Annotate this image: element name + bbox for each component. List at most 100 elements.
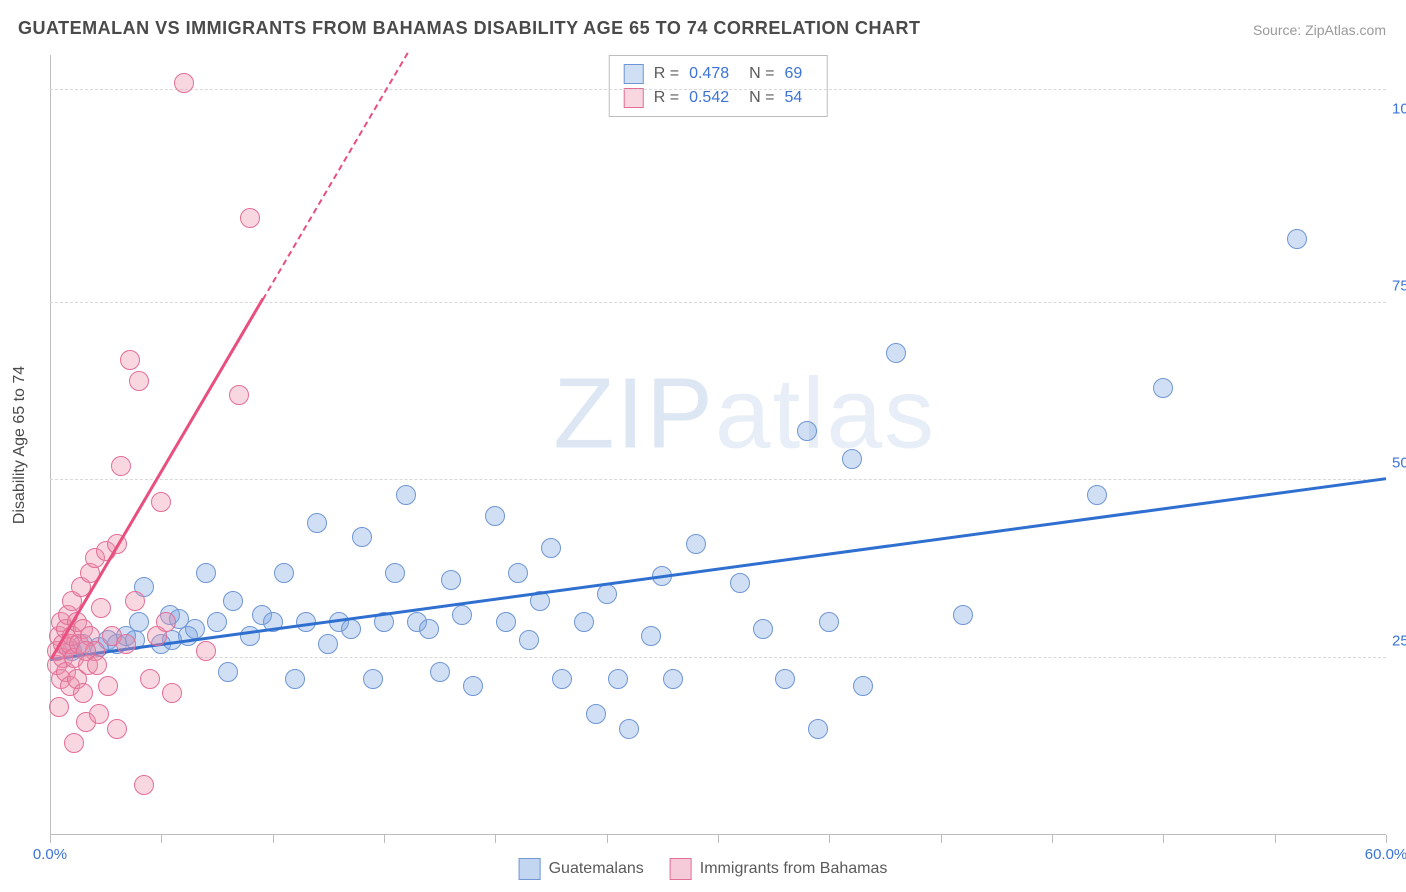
x-tick xyxy=(1386,835,1387,843)
data-point xyxy=(463,676,483,696)
data-point xyxy=(419,619,439,639)
data-point xyxy=(274,563,294,583)
data-point xyxy=(641,626,661,646)
legend-label: Guatemalans xyxy=(549,860,644,878)
x-tick xyxy=(50,835,51,843)
data-point xyxy=(229,385,249,405)
x-tick xyxy=(161,835,162,843)
data-point xyxy=(886,343,906,363)
data-point xyxy=(1287,229,1307,249)
y-axis-line xyxy=(50,55,51,835)
data-point xyxy=(686,534,706,554)
data-point xyxy=(240,208,260,228)
plot-area: Disability Age 65 to 74 ZIPatlas R =0.47… xyxy=(50,55,1386,835)
data-point xyxy=(430,662,450,682)
data-point xyxy=(363,669,383,689)
data-point xyxy=(552,669,572,689)
x-tick xyxy=(718,835,719,843)
data-point xyxy=(608,669,628,689)
data-point xyxy=(120,350,140,370)
data-point xyxy=(89,704,109,724)
data-point xyxy=(730,573,750,593)
data-point xyxy=(140,669,160,689)
data-point xyxy=(775,669,795,689)
stat-r-label: R = xyxy=(654,62,679,86)
legend-swatch xyxy=(670,858,692,880)
trend-line xyxy=(50,477,1386,661)
x-tick xyxy=(1052,835,1053,843)
data-point xyxy=(73,683,93,703)
y-axis-title: Disability Age 65 to 74 xyxy=(11,366,29,524)
x-tick xyxy=(607,835,608,843)
x-tick xyxy=(273,835,274,843)
data-point xyxy=(485,506,505,526)
watermark: ZIPatlas xyxy=(553,356,936,471)
chart-title: GUATEMALAN VS IMMIGRANTS FROM BAHAMAS DI… xyxy=(18,18,921,39)
data-point xyxy=(597,584,617,604)
x-tick-label: 0.0% xyxy=(33,846,67,863)
data-point xyxy=(519,630,539,650)
x-tick xyxy=(829,835,830,843)
gridline xyxy=(50,657,1386,658)
stats-legend-box: R =0.478N =69R =0.542N =54 xyxy=(609,55,828,117)
data-point xyxy=(174,73,194,93)
data-point xyxy=(452,605,472,625)
legend-item: Immigrants from Bahamas xyxy=(670,858,888,880)
legend-swatch xyxy=(624,88,644,108)
y-tick-label: 50.0% xyxy=(1392,455,1406,472)
data-point xyxy=(151,492,171,512)
stat-n-label: N = xyxy=(749,62,774,86)
data-point xyxy=(396,485,416,505)
data-point xyxy=(116,634,136,654)
x-tick xyxy=(941,835,942,843)
x-tick xyxy=(495,835,496,843)
data-point xyxy=(385,563,405,583)
data-point xyxy=(808,719,828,739)
gridline xyxy=(50,89,1386,90)
data-point xyxy=(1087,485,1107,505)
x-tick xyxy=(384,835,385,843)
data-point xyxy=(129,612,149,632)
data-point xyxy=(134,775,154,795)
data-point xyxy=(129,371,149,391)
data-point xyxy=(207,612,227,632)
data-point xyxy=(196,563,216,583)
data-point xyxy=(285,669,305,689)
legend-swatch xyxy=(624,64,644,84)
x-tick xyxy=(1163,835,1164,843)
stats-row: R = 0.478 N = 69 xyxy=(624,62,813,86)
data-point xyxy=(218,662,238,682)
data-point xyxy=(307,513,327,533)
data-point xyxy=(223,591,243,611)
data-point xyxy=(352,527,372,547)
data-point xyxy=(496,612,516,632)
data-point xyxy=(196,641,216,661)
stat-n-value: 69 xyxy=(784,62,802,86)
data-point xyxy=(842,449,862,469)
data-point xyxy=(797,421,817,441)
data-point xyxy=(49,697,69,717)
data-point xyxy=(107,719,127,739)
data-point xyxy=(162,683,182,703)
x-tick xyxy=(1275,835,1276,843)
data-point xyxy=(318,634,338,654)
data-point xyxy=(1153,378,1173,398)
data-point xyxy=(341,619,361,639)
data-point xyxy=(125,591,145,611)
data-point xyxy=(87,655,107,675)
legend-label: Immigrants from Bahamas xyxy=(700,860,888,878)
source-attribution: Source: ZipAtlas.com xyxy=(1253,22,1386,38)
stat-r-value: 0.478 xyxy=(689,62,729,86)
data-point xyxy=(98,676,118,696)
gridline xyxy=(50,479,1386,480)
data-point xyxy=(541,538,561,558)
legend-swatch xyxy=(519,858,541,880)
data-point xyxy=(156,612,176,632)
legend-item: Guatemalans xyxy=(519,858,644,880)
y-tick-label: 100.0% xyxy=(1392,100,1406,117)
data-point xyxy=(586,704,606,724)
y-tick-label: 75.0% xyxy=(1392,278,1406,295)
data-point xyxy=(753,619,773,639)
data-point xyxy=(619,719,639,739)
data-point xyxy=(64,733,84,753)
